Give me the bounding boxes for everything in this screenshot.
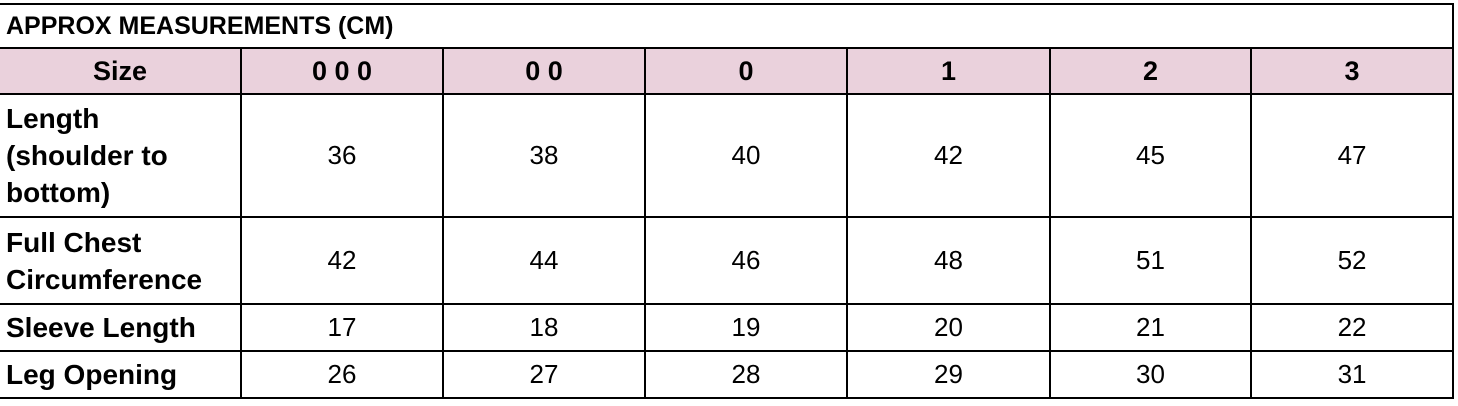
cell-value: 29 — [846, 350, 1051, 399]
cell-value: 27 — [442, 350, 646, 399]
cell-value: 19 — [644, 303, 848, 352]
cell-value: 40 — [644, 93, 848, 218]
table-row: Full Chest Circumference 42 44 46 48 51 52 — [0, 216, 1455, 305]
header-size-label: Size — [0, 47, 242, 95]
cell-value: 28 — [644, 350, 848, 399]
cell-value: 52 — [1249, 216, 1455, 305]
header-size: 1 — [846, 47, 1051, 95]
cell-value: 31 — [1249, 350, 1455, 399]
header-size: 3 — [1249, 47, 1455, 95]
cell-value: 46 — [644, 216, 848, 305]
header-size: 2 — [1049, 47, 1252, 95]
table-title: APPROX MEASUREMENTS (CM) — [0, 3, 1455, 49]
cell-value: 26 — [240, 350, 444, 399]
cell-value: 44 — [442, 216, 646, 305]
row-label: Leg Opening — [0, 350, 242, 399]
table-row: Leg Opening 26 27 28 29 30 31 — [0, 350, 1455, 399]
cell-value: 20 — [846, 303, 1051, 352]
header-row: Size 0 0 0 0 0 0 1 2 3 — [0, 47, 1455, 95]
cell-value: 42 — [240, 216, 444, 305]
row-label: Sleeve Length — [0, 303, 242, 352]
row-label: Full Chest Circumference — [0, 216, 242, 305]
cell-value: 42 — [846, 93, 1051, 218]
header-size: 0 — [644, 47, 848, 95]
cell-value: 45 — [1049, 93, 1252, 218]
header-size: 0 0 0 — [240, 47, 444, 95]
cell-value: 51 — [1049, 216, 1252, 305]
cell-value: 30 — [1049, 350, 1252, 399]
cell-value: 47 — [1249, 93, 1455, 218]
cell-value: 22 — [1249, 303, 1455, 352]
cell-value: 36 — [240, 93, 444, 218]
header-size: 0 0 — [442, 47, 646, 95]
cell-value: 17 — [240, 303, 444, 352]
cell-value: 38 — [442, 93, 646, 218]
cell-value: 18 — [442, 303, 646, 352]
row-label: Length (shoulder to bottom) — [0, 93, 242, 218]
cell-value: 48 — [846, 216, 1051, 305]
table-row: Sleeve Length 17 18 19 20 21 22 — [0, 303, 1455, 352]
table-row: Length (shoulder to bottom) 36 38 40 42 45 47 — [0, 93, 1455, 218]
cell-value: 21 — [1049, 303, 1252, 352]
measurements-table: APPROX MEASUREMENTS (CM) Size 0 0 0 0 0 … — [0, 3, 1455, 399]
